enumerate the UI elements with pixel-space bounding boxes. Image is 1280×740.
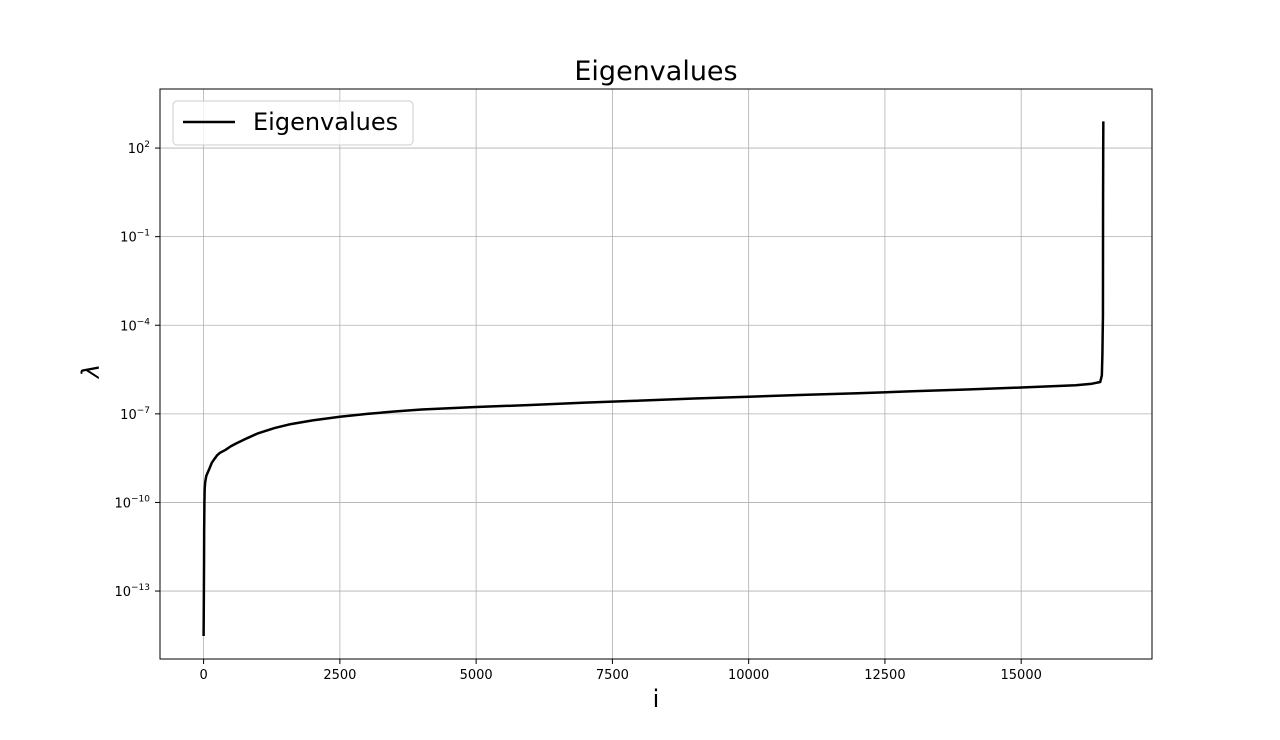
legend: Eigenvalues	[172, 100, 414, 146]
legend-label-eigenvalues: Eigenvalues	[253, 108, 398, 136]
y-tick-label-base: 10	[120, 408, 137, 423]
legend-box	[172, 100, 414, 146]
y-tick-label-exponent: −7	[137, 406, 150, 416]
y-tick-label: 102	[128, 140, 150, 157]
y-tick-label-base: 10	[120, 319, 137, 334]
y-tick-label-exponent: −10	[131, 494, 150, 504]
plot-frame	[159, 88, 1153, 660]
y-tick-label: 10−1	[120, 229, 150, 246]
chart-title: Eigenvalues	[574, 56, 737, 87]
y-tick-label: 10−10	[114, 494, 150, 511]
y-tick-label-base: 10	[128, 142, 145, 157]
y-tick-label-base: 10	[114, 585, 131, 600]
y-tick-label-exponent: −13	[131, 583, 150, 593]
x-tick-label: 10000	[728, 668, 769, 683]
y-tick-label-exponent: −1	[137, 229, 150, 239]
y-tick-label-exponent: 2	[144, 140, 150, 150]
x-axis-title: i	[653, 685, 660, 713]
y-tick-label-base: 10	[114, 496, 131, 511]
x-tick-label: 2500	[323, 668, 356, 683]
y-tick-label-exponent: −4	[137, 317, 151, 327]
series-line-eigenvalues	[202, 121, 1105, 637]
y-axis-title: λ	[77, 364, 105, 380]
x-tick-label: 15000	[1001, 668, 1042, 683]
x-tick-label: 0	[199, 668, 207, 683]
tick-layer: 0 2500 5000 7500 10000 12500 1500010−1310−1010…	[114, 140, 1041, 683]
y-tick-label: 10−4	[120, 317, 150, 334]
y-tick-label-base: 10	[120, 231, 137, 246]
line-layer	[202, 121, 1105, 637]
x-tick-label: 7500	[596, 668, 629, 683]
x-tick-label: 12500	[864, 668, 905, 683]
y-tick-label: 10−7	[120, 406, 150, 423]
x-tick-label: 5000	[460, 668, 493, 683]
y-tick-label: 10−13	[114, 583, 150, 600]
grid-layer	[160, 89, 1152, 659]
